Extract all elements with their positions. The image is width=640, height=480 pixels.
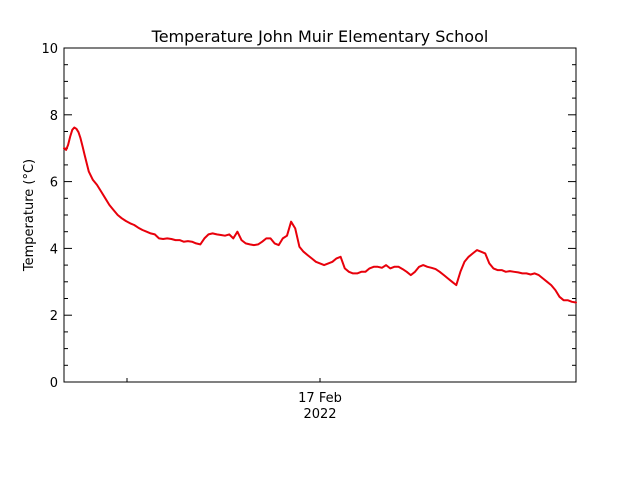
y-tick-label: 2 (50, 309, 58, 324)
y-axis-label: Temperature (°C) (22, 159, 37, 272)
y-tick-label: 4 (50, 242, 58, 257)
x-tick-label-date: 17 Feb (298, 391, 342, 406)
x-axis (126, 378, 321, 382)
chart-title: Temperature John Muir Elementary School (151, 27, 489, 46)
x-tick-label-year: 2022 (303, 407, 336, 422)
y-tick-label: 6 (50, 176, 58, 191)
y-axis: 0 2 4 6 8 10 (41, 42, 576, 391)
temperature-series-line (63, 126, 577, 304)
y-tick-label: 0 (50, 376, 58, 391)
y-tick-label: 10 (41, 42, 58, 57)
plot-frame (63, 47, 577, 383)
y-tick-label: 8 (50, 109, 58, 124)
